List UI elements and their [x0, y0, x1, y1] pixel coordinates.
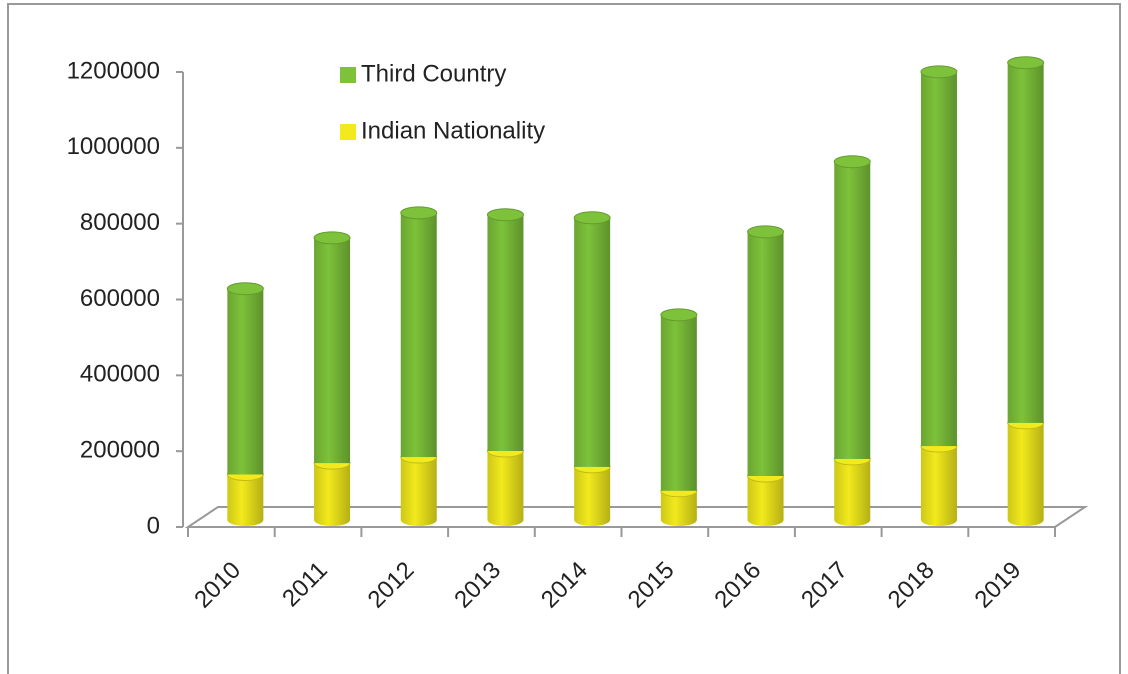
bar-body	[574, 217, 611, 467]
bar	[660, 484, 698, 526]
x-tick-label: 2010	[189, 557, 246, 614]
bar-bottom	[400, 514, 437, 526]
bar-top	[400, 206, 438, 220]
bar-body	[487, 450, 524, 520]
bar	[486, 444, 524, 526]
bar-bottom	[660, 514, 697, 526]
bar-body	[574, 466, 611, 520]
bar-body	[227, 288, 264, 475]
bar	[573, 211, 611, 467]
y-tick-label: 200000	[80, 437, 160, 464]
x-tick-label: 2016	[709, 557, 766, 614]
bar	[226, 468, 264, 526]
bar-top	[660, 308, 698, 322]
bar-top	[573, 211, 611, 225]
bar-body	[660, 314, 697, 491]
bar-top	[920, 65, 958, 79]
y-tick-label: 0	[147, 512, 160, 539]
bar	[400, 450, 438, 526]
legend-label: Indian Nationality	[361, 117, 545, 144]
bar	[747, 469, 785, 526]
bar	[747, 225, 785, 477]
bar-body	[487, 214, 524, 451]
bar-bottom	[1007, 514, 1044, 526]
bar-body	[920, 71, 957, 447]
bar	[400, 206, 438, 458]
x-tick-label: 2015	[623, 557, 680, 614]
x-tick-label: 2019	[970, 557, 1027, 614]
bar	[920, 65, 958, 447]
bar-body	[834, 458, 871, 520]
bar-bottom	[487, 514, 524, 526]
bar	[1007, 416, 1045, 526]
bar-body	[400, 212, 437, 458]
bar	[1007, 56, 1045, 423]
bar	[313, 231, 351, 464]
bar	[313, 456, 351, 526]
bar-bottom	[227, 514, 264, 526]
bar-body	[747, 476, 784, 520]
bar-body	[747, 231, 784, 477]
bar-top	[1007, 56, 1045, 70]
bar-body	[1007, 62, 1044, 423]
x-tick-label: 2013	[449, 557, 506, 614]
bar-body	[314, 237, 351, 464]
bar-bottom	[574, 514, 611, 526]
bar-top	[226, 282, 264, 296]
bar	[833, 155, 871, 459]
legend-swatch	[340, 67, 356, 83]
bar	[486, 208, 524, 451]
frame	[7, 3, 1121, 674]
x-tick-label: 2012	[363, 557, 420, 614]
bar-body	[227, 474, 264, 520]
bar	[226, 282, 264, 475]
bar-bottom	[314, 514, 351, 526]
x-tick-label: 2011	[277, 557, 333, 613]
x-tick-label: 2017	[796, 557, 853, 614]
bar-body	[400, 457, 437, 520]
bar	[573, 460, 611, 526]
y-tick-label: 1000000	[67, 133, 160, 160]
bar-top	[747, 225, 785, 239]
x-tick-label: 2018	[883, 557, 940, 614]
floor	[184, 506, 1089, 528]
x-tick-label: 2014	[536, 557, 593, 614]
y-tick-label: 800000	[80, 209, 160, 236]
legend-swatch	[340, 124, 356, 140]
bar-bottom	[747, 514, 784, 526]
bar-bottom	[834, 514, 871, 526]
bar-top	[313, 231, 351, 245]
legend-label: Third Country	[361, 60, 506, 87]
bar	[833, 452, 871, 526]
y-tick-label: 600000	[80, 285, 160, 312]
bar-body	[1007, 422, 1044, 520]
y-tick-label: 1200000	[67, 57, 160, 84]
bar-body	[314, 463, 351, 520]
bar	[660, 308, 698, 491]
y-tick-label: 400000	[80, 361, 160, 388]
bar-body	[920, 446, 957, 520]
bar	[920, 439, 958, 526]
bar-top	[833, 155, 871, 169]
bar-body	[834, 161, 871, 459]
bar-bottom	[920, 514, 957, 526]
bar-top	[486, 208, 524, 222]
